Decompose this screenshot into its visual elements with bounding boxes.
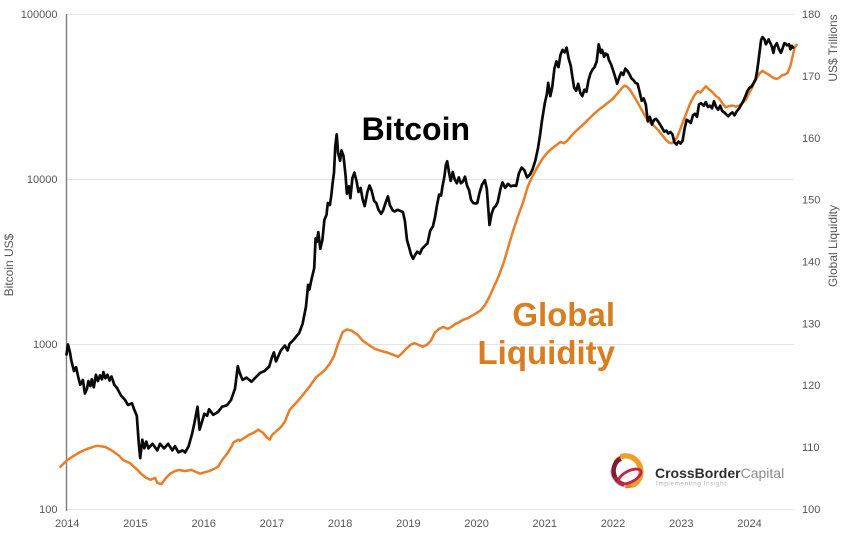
svg-text:Global: Global — [512, 296, 615, 333]
svg-text:2018: 2018 — [328, 518, 352, 530]
svg-text:US$ Trillions: US$ Trillions — [826, 14, 840, 81]
svg-text:100: 100 — [39, 504, 57, 516]
svg-text:CrossBorderCapital: CrossBorderCapital — [655, 465, 784, 481]
svg-text:1000: 1000 — [33, 339, 57, 351]
svg-text:100: 100 — [802, 504, 820, 516]
svg-text:2017: 2017 — [260, 518, 284, 530]
svg-text:110: 110 — [802, 442, 820, 454]
svg-text:2015: 2015 — [123, 518, 147, 530]
svg-text:2022: 2022 — [601, 518, 625, 530]
svg-text:120: 120 — [802, 380, 820, 392]
svg-text:100000: 100000 — [21, 9, 58, 21]
svg-text:130: 130 — [802, 318, 820, 330]
svg-text:180: 180 — [802, 9, 820, 21]
svg-text:2019: 2019 — [396, 518, 420, 530]
svg-text:2023: 2023 — [669, 518, 693, 530]
svg-text:2016: 2016 — [191, 518, 215, 530]
svg-text:10000: 10000 — [27, 174, 58, 186]
svg-text:Implementing Insight: Implementing Insight — [656, 481, 726, 488]
svg-text:2024: 2024 — [737, 518, 761, 530]
svg-text:Liquidity: Liquidity — [478, 334, 616, 371]
svg-text:Bitcoin: Bitcoin — [362, 111, 470, 147]
svg-text:160: 160 — [802, 133, 820, 145]
svg-text:2021: 2021 — [533, 518, 557, 530]
svg-text:140: 140 — [802, 257, 820, 269]
svg-text:Global Liquidity: Global Liquidity — [826, 205, 840, 287]
svg-text:2014: 2014 — [55, 518, 79, 530]
svg-text:2020: 2020 — [464, 518, 488, 530]
svg-text:170: 170 — [802, 71, 820, 83]
svg-text:Bitcoin US$: Bitcoin US$ — [2, 233, 16, 296]
svg-text:150: 150 — [802, 195, 820, 207]
